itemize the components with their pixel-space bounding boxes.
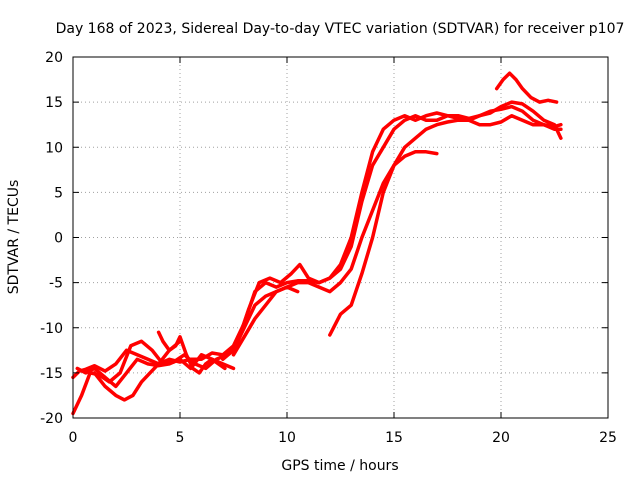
series-track-h — [328, 113, 563, 337]
x-tick-labels: 0 5 10 15 20 25 — [69, 430, 617, 446]
x-axis-label: GPS time / hours — [281, 458, 398, 474]
series-layer — [71, 71, 563, 416]
series-track-c — [75, 353, 236, 389]
x-tick-label: 0 — [69, 430, 78, 446]
x-tick-label: 10 — [278, 430, 296, 446]
x-tick-label: 5 — [176, 430, 185, 446]
y-axis-label: SDTVAR / TECUs — [6, 180, 22, 295]
x-tick-label: 25 — [599, 430, 617, 446]
series-track-a — [71, 104, 563, 380]
series-track-e — [156, 330, 227, 375]
y-tick-label: 10 — [45, 140, 63, 156]
series-track-i — [494, 71, 559, 104]
series-track-f — [221, 285, 300, 362]
series-track-d — [92, 339, 182, 402]
x-tick-label: 20 — [492, 430, 510, 446]
series-track-g — [231, 150, 439, 357]
y-tick-label: 5 — [54, 185, 63, 201]
y-tick-label: -20 — [40, 411, 63, 427]
ticks — [72, 56, 609, 419]
y-tick-label: 20 — [45, 50, 63, 66]
series-track-b — [71, 100, 563, 416]
y-tick-label: 0 — [54, 231, 63, 247]
x-tick-label: 15 — [385, 430, 403, 446]
y-tick-label: -10 — [40, 321, 63, 337]
y-tick-label: -5 — [49, 276, 63, 292]
chart-title: Day 168 of 2023, Sidereal Day-to-day VTE… — [56, 21, 625, 37]
y-tick-label: -15 — [40, 366, 63, 382]
y-tick-labels: -20 -15 -10 -5 0 5 10 15 20 — [40, 50, 63, 427]
y-tick-label: 15 — [45, 95, 63, 111]
